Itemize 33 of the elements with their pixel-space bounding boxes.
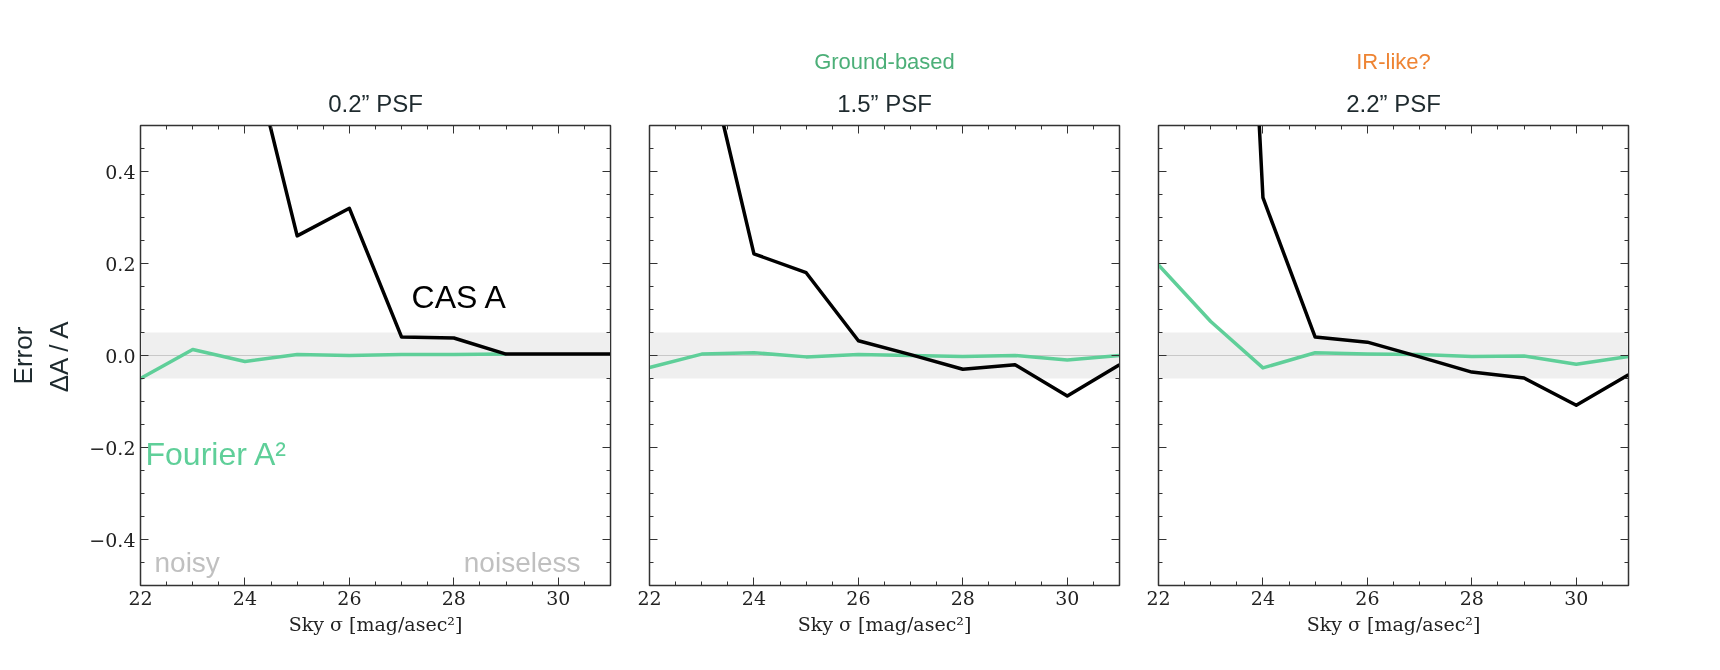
x-tick-label: 24 <box>1250 586 1276 609</box>
annotation: noisy <box>154 546 220 578</box>
y-tick-label: 0.2 <box>105 252 136 275</box>
x-axis-title: Sky σ [mag/asec²] <box>797 612 972 635</box>
x-tick-label: 28 <box>1459 586 1484 609</box>
y-tick-label: 0.4 <box>105 160 136 183</box>
x-tick-label: 30 <box>1055 586 1080 609</box>
y-tick-label: −0.2 <box>89 436 136 459</box>
x-axis-title: Sky σ [mag/asec²] <box>1306 612 1481 635</box>
x-tick-label: 26 <box>846 586 871 609</box>
series-label: CAS A <box>411 279 507 316</box>
chart-subtitle: IR-like? <box>1356 48 1431 74</box>
x-tick-label: 30 <box>546 586 571 609</box>
x-tick-label: 22 <box>637 586 662 609</box>
x-tick-label: 30 <box>1564 586 1589 609</box>
y-tick-label: −0.4 <box>89 528 136 551</box>
y-axis-title: Error ΔA / A <box>8 320 75 393</box>
x-tick-label: 24 <box>741 586 767 609</box>
x-tick-label: 22 <box>1146 586 1171 609</box>
chart-title: 1.5” PSF <box>837 89 932 117</box>
x-tick-label: 28 <box>441 586 466 609</box>
x-tick-label: 26 <box>337 586 362 609</box>
x-tick-label: 26 <box>1355 586 1380 609</box>
chart-subtitle: Ground-based <box>814 48 955 74</box>
x-tick-label: 22 <box>128 586 153 609</box>
chart-title: 2.2” PSF <box>1346 89 1441 117</box>
y-tick-label: 0.0 <box>105 344 136 367</box>
x-tick-label: 24 <box>232 586 258 609</box>
chart-title: 0.2” PSF <box>328 89 423 117</box>
series-label: Fourier A² <box>145 435 287 472</box>
x-tick-label: 28 <box>950 586 975 609</box>
x-axis-title: Sky σ [mag/asec²] <box>288 612 463 635</box>
annotation: noiseless <box>463 546 581 578</box>
